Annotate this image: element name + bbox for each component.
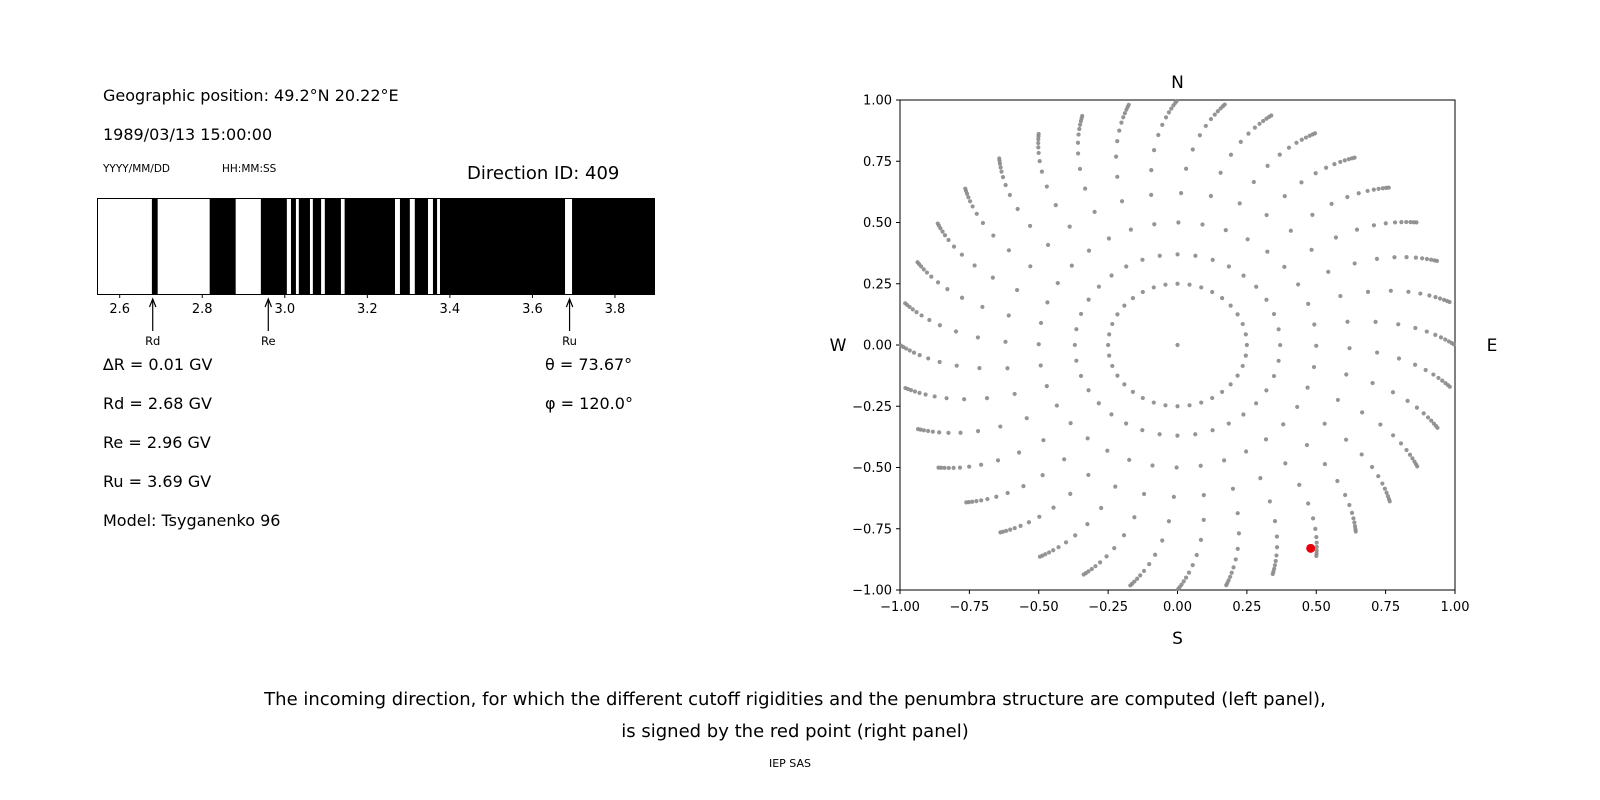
svg-text:−1.00: −1.00 xyxy=(880,600,920,615)
direction-map-plot: −1.00−1.00 −0.75 −0.75 −0.50 −0.50 −0.25 −0.25… xyxy=(830,73,1498,649)
param-delta-r: ∆R = 0.01 GV xyxy=(103,355,213,374)
svg-text:0.50: 0.50 xyxy=(863,216,892,231)
svg-text:−0.25: −0.25 xyxy=(852,400,892,415)
svg-text:Rd: Rd xyxy=(145,334,160,348)
penumbra-plot: 2.6 2.8 3.0 3.2 3.4 3.6 3.8 Rd Re Ru xyxy=(97,198,655,348)
svg-text:0.25: 0.25 xyxy=(1232,600,1261,615)
svg-text:−0.25: −0.25 xyxy=(1088,600,1128,615)
svg-text:0.75: 0.75 xyxy=(863,155,892,170)
svg-text:−0.50: −0.50 xyxy=(1019,600,1059,615)
param-rd: Rd = 2.68 GV xyxy=(103,394,212,413)
svg-text:3.8: 3.8 xyxy=(605,302,626,317)
param-re: Re = 2.96 GV xyxy=(103,433,211,452)
datetime-label: 1989/03/13 15:00:00 xyxy=(103,125,273,144)
svg-text:E: E xyxy=(1487,336,1498,356)
svg-text:3.4: 3.4 xyxy=(440,302,461,317)
direction-id-label: Direction ID: 409 xyxy=(467,163,620,184)
caption-line-1: The incoming direction, for which the di… xyxy=(264,689,1326,710)
svg-text:1.00: 1.00 xyxy=(863,94,892,109)
svg-text:0.00: 0.00 xyxy=(863,339,892,354)
svg-text:W: W xyxy=(830,336,847,356)
svg-text:0.75: 0.75 xyxy=(1371,600,1400,615)
param-phi: φ = 120.0° xyxy=(545,394,633,413)
geo-position-label: Geographic position: 49.2°N 20.22°E xyxy=(103,86,399,105)
param-theta: θ = 73.67° xyxy=(545,355,633,374)
svg-text:0.00: 0.00 xyxy=(1163,600,1192,615)
svg-text:S: S xyxy=(1172,629,1183,649)
svg-text:Re: Re xyxy=(261,334,276,348)
svg-text:N: N xyxy=(1171,73,1184,93)
credit-label: IEP SAS xyxy=(768,757,812,770)
svg-text:0.25: 0.25 xyxy=(863,277,892,292)
svg-text:−0.50: −0.50 xyxy=(852,461,892,476)
svg-text:2.8: 2.8 xyxy=(192,302,213,317)
svg-text:0.50: 0.50 xyxy=(1302,600,1331,615)
param-ru: Ru = 3.69 GV xyxy=(103,472,212,491)
svg-text:1.00: 1.00 xyxy=(1441,600,1470,615)
svg-text:−0.75: −0.75 xyxy=(949,600,989,615)
svg-text:Ru: Ru xyxy=(562,334,577,348)
svg-text:3.6: 3.6 xyxy=(522,302,543,317)
date-format-label: YYYY/MM/DD xyxy=(103,163,171,175)
caption-line-2: is signed by the red point (right panel) xyxy=(621,721,969,742)
svg-text:2.6: 2.6 xyxy=(109,302,130,317)
svg-text:3.2: 3.2 xyxy=(357,302,378,317)
svg-text:−1.00: −1.00 xyxy=(852,584,892,599)
model-label: Model: Tsyganenko 96 xyxy=(103,511,281,530)
svg-text:−0.75: −0.75 xyxy=(852,522,892,537)
svg-text:3.0: 3.0 xyxy=(274,302,295,317)
time-format-label: HH:MM:SS xyxy=(222,163,277,175)
